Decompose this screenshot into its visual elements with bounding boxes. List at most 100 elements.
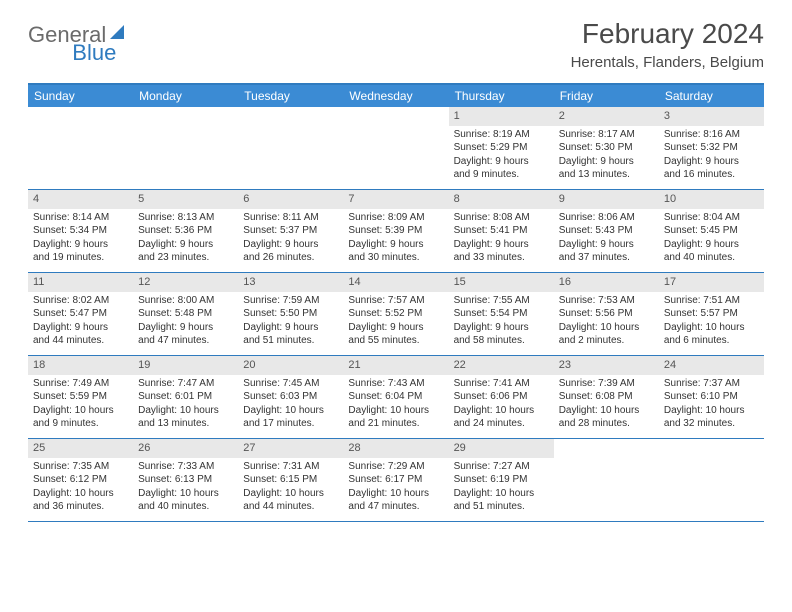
day-sunrise: Sunrise: 8:09 AM [348, 211, 443, 225]
day-cell: 6Sunrise: 8:11 AMSunset: 5:37 PMDaylight… [238, 190, 343, 272]
day-number: 27 [238, 439, 343, 458]
location-text: Herentals, Flanders, Belgium [571, 54, 764, 71]
day-sunset: Sunset: 6:04 PM [348, 390, 443, 404]
day-cell: 20Sunrise: 7:45 AMSunset: 6:03 PMDayligh… [238, 356, 343, 438]
day-cell: 10Sunrise: 8:04 AMSunset: 5:45 PMDayligh… [659, 190, 764, 272]
day-body: Sunrise: 7:31 AMSunset: 6:15 PMDaylight:… [238, 458, 343, 518]
day-daylight2: and 51 minutes. [454, 500, 549, 514]
day-body: Sunrise: 7:47 AMSunset: 6:01 PMDaylight:… [133, 375, 238, 435]
logo-text-blue: Blue [72, 40, 116, 66]
day-daylight2: and 32 minutes. [664, 417, 759, 431]
day-daylight2: and 47 minutes. [138, 334, 233, 348]
day-number: 4 [28, 190, 133, 209]
day-header-thu: Thursday [449, 85, 554, 107]
day-sunrise: Sunrise: 7:27 AM [454, 460, 549, 474]
day-sunrise: Sunrise: 8:14 AM [33, 211, 128, 225]
week-row: 11Sunrise: 8:02 AMSunset: 5:47 PMDayligh… [28, 273, 764, 356]
day-cell: 12Sunrise: 8:00 AMSunset: 5:48 PMDayligh… [133, 273, 238, 355]
day-daylight2: and 6 minutes. [664, 334, 759, 348]
day-header-tue: Tuesday [238, 85, 343, 107]
day-sunset: Sunset: 5:30 PM [559, 141, 654, 155]
day-number: 10 [659, 190, 764, 209]
logo: General Blue [28, 18, 172, 48]
day-cell: 9Sunrise: 8:06 AMSunset: 5:43 PMDaylight… [554, 190, 659, 272]
day-cell: 24 Sunrise: 7:37 AMSunset: 6:10 PMDayligh… [659, 356, 764, 438]
day-sunset: Sunset: 6:10 PM [664, 390, 759, 404]
day-number: 24 [659, 356, 764, 375]
day-sunrise: Sunrise: 7:37 AM [664, 377, 759, 391]
day-cell: 27Sunrise: 7:31 AMSunset: 6:15 PMDayligh… [238, 439, 343, 521]
day-daylight1: Daylight: 9 hours [559, 238, 654, 252]
day-daylight2: and 13 minutes. [559, 168, 654, 182]
day-sunset: Sunset: 5:37 PM [243, 224, 338, 238]
day-sunrise: Sunrise: 7:45 AM [243, 377, 338, 391]
day-sunrise: Sunrise: 8:06 AM [559, 211, 654, 225]
day-cell: 1Sunrise: 8:19 AMSunset: 5:29 PMDaylight… [449, 107, 554, 189]
day-sunrise: Sunrise: 7:43 AM [348, 377, 443, 391]
day-daylight1: Daylight: 10 hours [33, 487, 128, 501]
day-body: Sunrise: 7:39 AMSunset: 6:08 PMDaylight:… [554, 375, 659, 435]
day-header-fri: Friday [554, 85, 659, 107]
day-sunrise: Sunrise: 7:29 AM [348, 460, 443, 474]
day-sunrise: Sunrise: 8:02 AM [33, 294, 128, 308]
week-row: 1Sunrise: 8:19 AMSunset: 5:29 PMDaylight… [28, 107, 764, 190]
day-body: Sunrise: 7:57 AMSunset: 5:52 PMDaylight:… [343, 292, 448, 352]
day-cell [554, 439, 659, 521]
day-number: 18 [28, 356, 133, 375]
header: General Blue February 2024 Herentals, Fl… [28, 18, 764, 71]
day-sunrise: Sunrise: 7:55 AM [454, 294, 549, 308]
day-number: 1 [449, 107, 554, 126]
day-sunrise: Sunrise: 8:08 AM [454, 211, 549, 225]
day-daylight2: and 40 minutes. [664, 251, 759, 265]
day-cell: 17Sunrise: 7:51 AMSunset: 5:57 PMDayligh… [659, 273, 764, 355]
day-daylight1: Daylight: 10 hours [664, 404, 759, 418]
day-sunset: Sunset: 5:50 PM [243, 307, 338, 321]
logo-triangle-icon [110, 25, 124, 39]
day-cell [133, 107, 238, 189]
day-number: 7 [343, 190, 448, 209]
day-daylight1: Daylight: 9 hours [138, 238, 233, 252]
day-body: Sunrise: 7:33 AMSunset: 6:13 PMDaylight:… [133, 458, 238, 518]
day-daylight1: Daylight: 9 hours [454, 321, 549, 335]
day-number: 6 [238, 190, 343, 209]
day-sunset: Sunset: 6:08 PM [559, 390, 654, 404]
day-daylight2: and 36 minutes. [33, 500, 128, 514]
day-sunset: Sunset: 5:59 PM [33, 390, 128, 404]
day-cell: 8Sunrise: 8:08 AMSunset: 5:41 PMDaylight… [449, 190, 554, 272]
day-daylight2: and 44 minutes. [243, 500, 338, 514]
day-sunrise: Sunrise: 7:33 AM [138, 460, 233, 474]
day-sunrise: Sunrise: 8:04 AM [664, 211, 759, 225]
day-daylight1: Daylight: 10 hours [664, 321, 759, 335]
day-daylight2: and 9 minutes. [454, 168, 549, 182]
day-body: Sunrise: 7:35 AMSunset: 6:12 PMDaylight:… [28, 458, 133, 518]
day-daylight2: and 26 minutes. [243, 251, 338, 265]
day-sunset: Sunset: 5:54 PM [454, 307, 549, 321]
day-body: Sunrise: 7:53 AMSunset: 5:56 PMDaylight:… [554, 292, 659, 352]
calendar-grid: Sunday Monday Tuesday Wednesday Thursday… [28, 83, 764, 522]
day-daylight2: and 33 minutes. [454, 251, 549, 265]
day-cell: 18Sunrise: 7:49 AMSunset: 5:59 PMDayligh… [28, 356, 133, 438]
day-daylight1: Daylight: 9 hours [664, 155, 759, 169]
day-body: Sunrise: 8:00 AMSunset: 5:48 PMDaylight:… [133, 292, 238, 352]
day-body: Sunrise: 8:19 AMSunset: 5:29 PMDaylight:… [449, 126, 554, 186]
day-sunset: Sunset: 6:15 PM [243, 473, 338, 487]
day-number: 26 [133, 439, 238, 458]
day-sunset: Sunset: 6:03 PM [243, 390, 338, 404]
day-sunset: Sunset: 6:12 PM [33, 473, 128, 487]
day-sunrise: Sunrise: 7:49 AM [33, 377, 128, 391]
day-sunrise: Sunrise: 8:00 AM [138, 294, 233, 308]
day-body: Sunrise: 7:51 AMSunset: 5:57 PMDaylight:… [659, 292, 764, 352]
day-sunrise: Sunrise: 7:47 AM [138, 377, 233, 391]
day-body: Sunrise: 8:02 AMSunset: 5:47 PMDaylight:… [28, 292, 133, 352]
day-daylight2: and 51 minutes. [243, 334, 338, 348]
day-cell [659, 439, 764, 521]
day-daylight2: and 30 minutes. [348, 251, 443, 265]
day-daylight2: and 13 minutes. [138, 417, 233, 431]
day-sunset: Sunset: 5:52 PM [348, 307, 443, 321]
day-daylight2: and 47 minutes. [348, 500, 443, 514]
day-sunrise: Sunrise: 7:59 AM [243, 294, 338, 308]
day-sunrise: Sunrise: 7:39 AM [559, 377, 654, 391]
day-header-sat: Saturday [659, 85, 764, 107]
day-body: Sunrise: 8:17 AMSunset: 5:30 PMDaylight:… [554, 126, 659, 186]
week-row: 4Sunrise: 8:14 AMSunset: 5:34 PMDaylight… [28, 190, 764, 273]
